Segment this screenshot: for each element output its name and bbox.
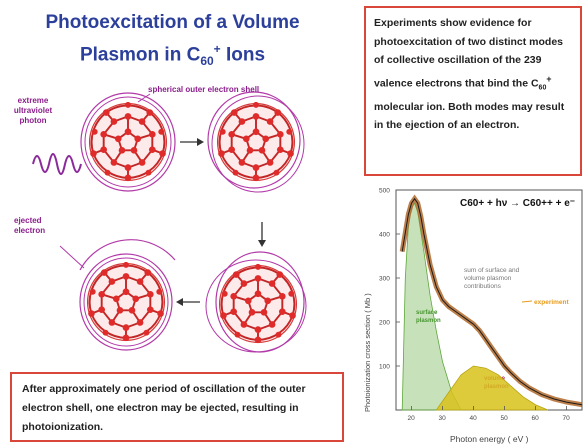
- arrow-left-icon: [176, 298, 200, 306]
- annotation-sum-3: contributions: [464, 283, 502, 290]
- diagram-title: Photoexcitation of a Volume Plasmon in C…: [0, 10, 345, 74]
- x-tick-label-70: 70: [563, 415, 571, 422]
- title-line-1: Photoexcitation of a Volume: [45, 12, 300, 33]
- arrow-down-icon: [258, 222, 266, 247]
- x-tick-label-50: 50: [501, 415, 509, 422]
- chart-xlabel: Photon energy ( eV ): [450, 434, 529, 444]
- photoionization-text-box: After approximately one period of oscill…: [10, 372, 344, 442]
- x-tick-label-20: 20: [408, 415, 416, 422]
- y-tick-label-400: 400: [379, 232, 390, 239]
- plasmon-diagram: [32, 91, 307, 353]
- fullerene-panel-2: [207, 91, 305, 193]
- y-tick-label-200: 200: [379, 320, 390, 327]
- ejected-label: ejected electron: [14, 216, 46, 235]
- annotation-surface-1: surface: [416, 310, 438, 316]
- volume-plasmon-area: [435, 365, 549, 411]
- annotation-sum-2: volume plasmon: [464, 275, 512, 282]
- annotation-surface-2: plasmon: [416, 318, 441, 324]
- arrow-right-icon: [180, 138, 204, 146]
- shell-pointer: [137, 93, 151, 103]
- chart-equation: C60+ + hν → C60++ + e⁻: [460, 198, 575, 209]
- evidence-text-box: Experiments show evidence for photoexcit…: [364, 6, 582, 176]
- sum-fit-line: [401, 197, 583, 406]
- fullerene-panel-4: [79, 239, 176, 351]
- x-tick-label-60: 60: [532, 415, 540, 422]
- fullerene-panel-1: [80, 92, 176, 192]
- fullerene-panel-3: [205, 251, 307, 353]
- annotation-sum-1: sum of surface and: [464, 267, 520, 274]
- photon-label: extreme ultraviolet photon: [13, 96, 53, 125]
- experiment-pointer: [521, 300, 533, 303]
- y-tick-label-500: 500: [379, 188, 390, 195]
- ejected-pointer: [59, 245, 85, 269]
- photon-wave-icon: [32, 153, 82, 175]
- x-tick-label-30: 30: [439, 415, 447, 422]
- title-line-2: Plasmon in C60+ Ions: [79, 42, 266, 69]
- cross-section-chart: Photoionization cross section ( Mb ) Pho…: [363, 188, 583, 444]
- annotation-experiment: experiment: [534, 299, 570, 306]
- shell-label: spherical outer electron shell: [148, 85, 260, 94]
- y-tick-label-300: 300: [379, 276, 390, 283]
- x-tick-label-40: 40: [470, 415, 478, 422]
- chart-ylabel: Photoionization cross section ( Mb ): [363, 293, 372, 412]
- y-tick-label-100: 100: [379, 364, 390, 371]
